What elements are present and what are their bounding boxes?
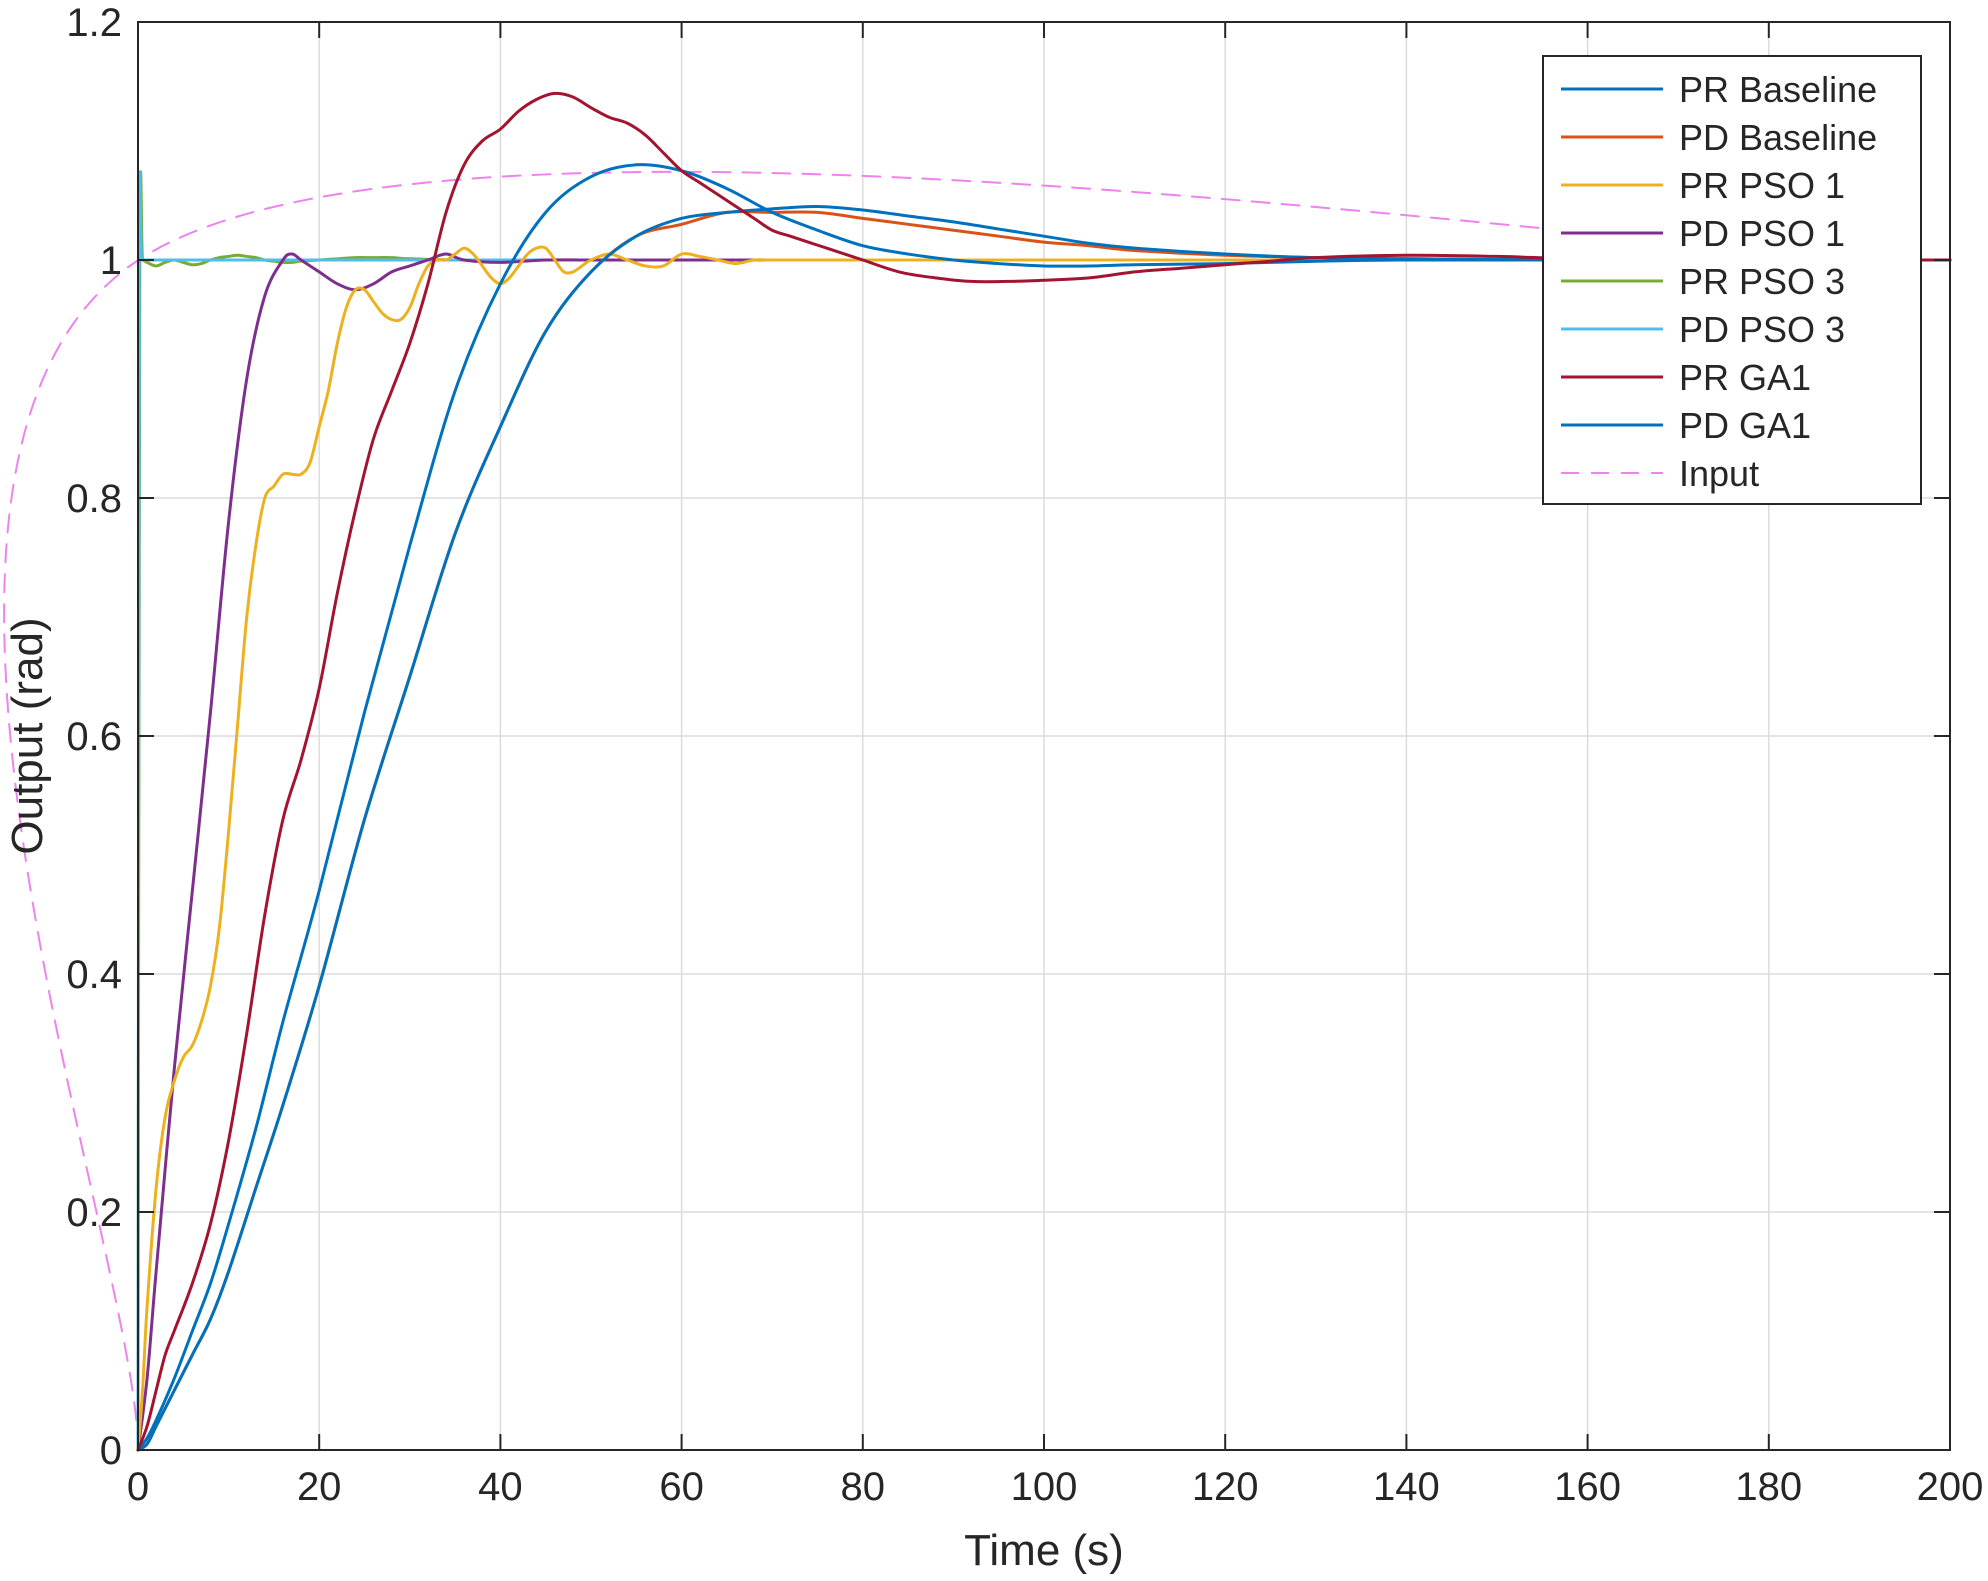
x-tick-label: 160 bbox=[1554, 1465, 1621, 1509]
y-tick-label: 1.2 bbox=[66, 1, 122, 45]
x-tick-label: 40 bbox=[478, 1465, 523, 1509]
x-tick-label: 200 bbox=[1917, 1465, 1984, 1509]
series-line-input bbox=[3, 170, 1951, 1451]
y-tick-label: 1 bbox=[100, 239, 122, 283]
y-tick-label: 0.8 bbox=[66, 477, 122, 521]
series-line-pr-pso-1 bbox=[136, 245, 1952, 1452]
x-tick-label: 140 bbox=[1373, 1465, 1440, 1509]
series-lines bbox=[3, 91, 1952, 1452]
legend-label: PD Baseline bbox=[1679, 117, 1877, 158]
x-tick-label: 20 bbox=[297, 1465, 342, 1509]
y-tick-label: 0.2 bbox=[66, 1191, 122, 1235]
series-line-pr-ga1 bbox=[136, 91, 1952, 1452]
legend-label: PR Baseline bbox=[1679, 69, 1877, 110]
x-axis-title: Time (s) bbox=[964, 1526, 1124, 1575]
x-tick-label: 80 bbox=[841, 1465, 886, 1509]
y-tick-label: 0.4 bbox=[66, 953, 122, 997]
y-tick-label: 0 bbox=[100, 1429, 122, 1473]
legend-label: Input bbox=[1679, 453, 1759, 494]
series-line-pr-baseline bbox=[136, 163, 1952, 1452]
series-line-pd-ga1 bbox=[136, 204, 1952, 1452]
x-tick-label: 0 bbox=[127, 1465, 149, 1509]
x-tick-label: 180 bbox=[1735, 1465, 1802, 1509]
legend-label: PD PSO 1 bbox=[1679, 213, 1845, 254]
legend-label: PR PSO 1 bbox=[1679, 165, 1845, 206]
legend-label: PR PSO 3 bbox=[1679, 261, 1845, 302]
legend-label: PR GA1 bbox=[1679, 357, 1811, 398]
legend-label: PD PSO 3 bbox=[1679, 309, 1845, 350]
y-tick-label: 0.6 bbox=[66, 715, 122, 759]
x-tick-label: 100 bbox=[1011, 1465, 1078, 1509]
x-tick-label: 60 bbox=[659, 1465, 704, 1509]
y-axis-title: Output (rad) bbox=[3, 617, 52, 854]
legend: PR Baseline PD Baseline PR PSO 1 PD PSO 1 PR… bbox=[1542, 55, 1922, 505]
x-tick-label: 120 bbox=[1192, 1465, 1259, 1509]
legend-label: PD GA1 bbox=[1679, 405, 1811, 446]
axis-ticks: 0 20 40 60 80 100 120 140 160 180 200 0 0.2 0.4 0.6 0.8… bbox=[66, 1, 1983, 1509]
